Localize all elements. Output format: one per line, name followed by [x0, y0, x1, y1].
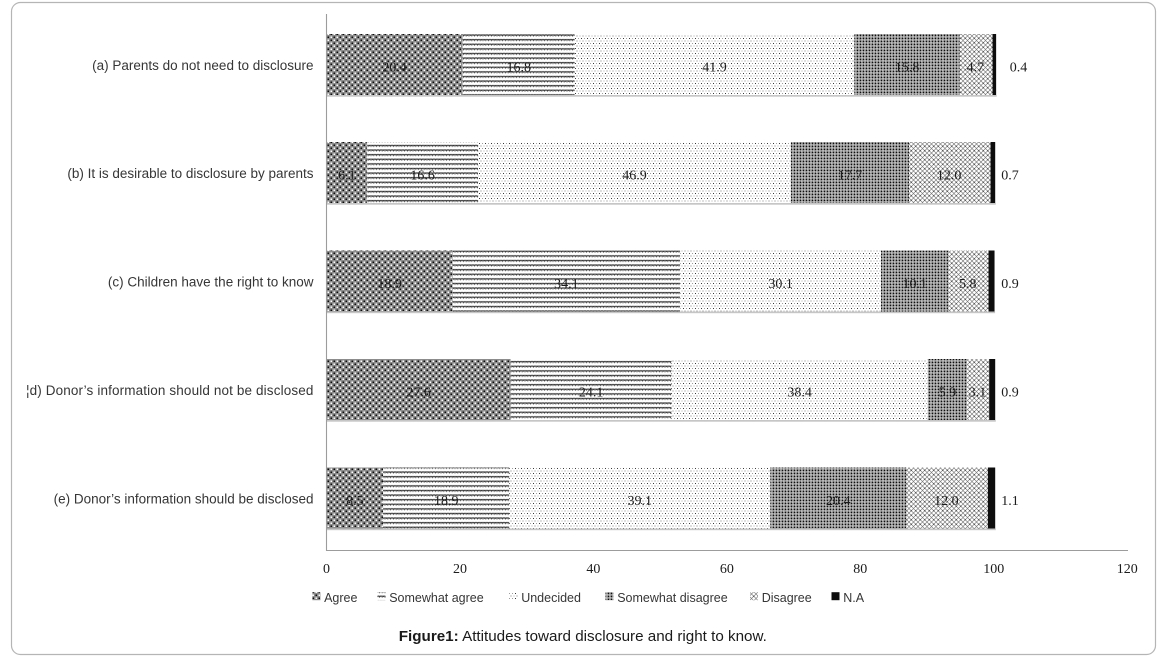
svg-text:20: 20 — [453, 562, 467, 577]
svg-text:20.4: 20.4 — [826, 494, 851, 509]
svg-text:Undecided: Undecided — [521, 591, 581, 605]
svg-text:120: 120 — [1117, 562, 1138, 577]
svg-text:1.1: 1.1 — [1001, 494, 1019, 509]
svg-text:24.1: 24.1 — [579, 386, 604, 401]
svg-text:3.1: 3.1 — [969, 386, 987, 401]
svg-text:34.1: 34.1 — [554, 277, 579, 292]
svg-text:5.8: 5.8 — [959, 277, 977, 292]
svg-text:8.5: 8.5 — [346, 494, 364, 509]
svg-text:16.8: 16.8 — [506, 61, 531, 76]
svg-text:0: 0 — [323, 562, 330, 577]
svg-text:¦d) Donor’s information should: ¦d) Donor’s information should not be di… — [26, 383, 314, 398]
svg-text:(a) Parents do not need to dis: (a) Parents do not need to disclosure — [92, 58, 313, 73]
svg-text:N.A: N.A — [843, 591, 865, 605]
svg-text:12.0: 12.0 — [934, 494, 959, 509]
svg-text:0.7: 0.7 — [1001, 169, 1019, 184]
svg-text:0.9: 0.9 — [1001, 386, 1019, 401]
svg-text:(e) Donor’s information should: (e) Donor’s information should be disclo… — [54, 492, 314, 507]
svg-text:Figure1: Attitudes toward disc: Figure1: Attitudes toward disclosure and… — [399, 628, 767, 645]
svg-text:17.7: 17.7 — [838, 169, 863, 184]
svg-text:15.8: 15.8 — [895, 61, 920, 76]
svg-text:46.9: 46.9 — [622, 169, 647, 184]
svg-text:Somewhat disagree: Somewhat disagree — [617, 591, 728, 605]
svg-text:12.0: 12.0 — [937, 169, 962, 184]
svg-text:100: 100 — [983, 562, 1004, 577]
svg-text:(b) It is desirable to disclos: (b) It is desirable to disclosure by par… — [67, 166, 313, 181]
svg-text:80: 80 — [853, 562, 867, 577]
svg-text:16.6: 16.6 — [410, 169, 435, 184]
svg-text:38.4: 38.4 — [787, 386, 812, 401]
svg-text:39.1: 39.1 — [628, 494, 653, 509]
svg-text:60: 60 — [720, 562, 734, 577]
svg-text:30.1: 30.1 — [768, 277, 793, 292]
svg-text:18.9: 18.9 — [434, 494, 459, 509]
svg-text:4.7: 4.7 — [967, 61, 985, 76]
svg-text:Somewhat agree: Somewhat agree — [389, 591, 484, 605]
svg-text:6.1: 6.1 — [338, 169, 356, 184]
svg-text:41.9: 41.9 — [702, 61, 727, 76]
svg-text:18.9: 18.9 — [377, 277, 402, 292]
svg-text:(c) Children have the right to: (c) Children have the right to know — [108, 275, 314, 290]
svg-text:20.4: 20.4 — [382, 61, 407, 76]
svg-text:0.9: 0.9 — [1001, 277, 1019, 292]
svg-text:5.9: 5.9 — [939, 386, 957, 401]
svg-text:0.4: 0.4 — [1010, 61, 1028, 76]
svg-text:27.6: 27.6 — [406, 386, 431, 401]
svg-text:40: 40 — [586, 562, 600, 577]
svg-text:10.1: 10.1 — [902, 277, 927, 292]
svg-text:Agree: Agree — [324, 591, 357, 605]
svg-text:Disagree: Disagree — [762, 591, 812, 605]
